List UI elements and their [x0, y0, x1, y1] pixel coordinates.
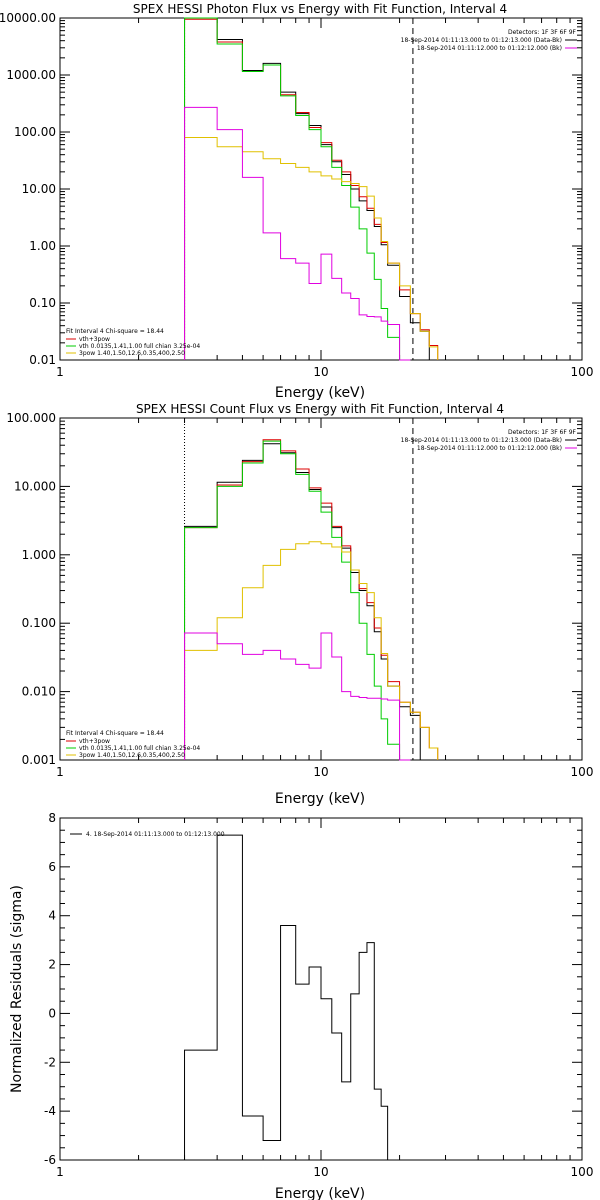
x-tick-label: 1 [56, 765, 64, 779]
y-tick-label: -2 [44, 1055, 56, 1069]
y-tick-label: 100.00 [14, 125, 56, 139]
legend-detectors: Detectors: 1F 3F 6F 9F [508, 29, 577, 36]
x-tick-labels: 1 10 100 [56, 1165, 593, 1179]
series-line-3pow [184, 541, 439, 760]
y-tick-label: 0.001 [22, 753, 56, 767]
x-tick-label: 100 [571, 1165, 594, 1179]
legend-bk: 18-Sep-2014 01:11:12.000 to 01:12:12.000… [417, 445, 562, 452]
legend-vth3pow: vth+3pow [79, 336, 110, 343]
y-tick-labels: 0.001 0.010 0.100 1.000 10.000 100.000 [6, 411, 56, 767]
y-tick-label: 8 [48, 811, 56, 825]
x-axis-label: Energy (keV) [275, 385, 365, 401]
series-line-vth [184, 440, 411, 761]
x-axis-label: Energy (keV) [275, 791, 365, 807]
x-axis-label: Energy (keV) [275, 1186, 365, 1200]
series-line-3pow [184, 137, 439, 360]
x-tick-labels: 1 10 100 [56, 365, 593, 379]
photon-flux-panel: SPEX HESSI Photon Flux vs Energy with Fi… [0, 2, 593, 401]
series-lines [184, 17, 439, 361]
legend-data-bk: 18-Sep-2014 01:11:13.000 to 01:12:13.000… [401, 437, 562, 444]
y-tick-label: 2 [48, 958, 56, 972]
y-axis-label: Normalized Residuals (sigma) [9, 885, 25, 1093]
y-tick-label: 1000.00 [6, 68, 56, 82]
plot-frame [59, 17, 583, 361]
legend-data-bk: 18-Sep-2014 01:11:13.000 to 01:12:13.000… [401, 37, 562, 44]
y-tick-label: 10.00 [22, 182, 56, 196]
x-tick-label: 100 [571, 765, 594, 779]
series-line-data-bk [184, 17, 430, 360]
y-tick-labels: 0.01 0.10 1.00 10.00 100.00 1000.00 10000.00 [0, 11, 56, 367]
series-line-data-bk [184, 443, 421, 760]
axis-ticks [59, 418, 582, 761]
count-flux-panel: SPEX HESSI Count Flux vs Energy with Fit… [6, 402, 593, 807]
legend-top: 4. 18-Sep-2014 01:11:13.000 to 01:12:13.… [70, 831, 225, 838]
legend-top: Detectors: 1F 3F 6F 9F 18-Sep-2014 01:11… [401, 429, 577, 452]
series-lines [184, 834, 400, 1161]
legend-top: Detectors: 1F 3F 6F 9F 18-Sep-2014 01:11… [401, 29, 577, 52]
y-tick-label: 0.100 [22, 616, 56, 630]
y-tick-label: 1.00 [29, 239, 56, 253]
reference-lines [184, 18, 414, 360]
axis-ticks [59, 817, 582, 1161]
axis-ticks [59, 18, 582, 361]
series-line-vth-3pow [184, 18, 439, 360]
y-tick-label: 6 [48, 860, 56, 874]
residuals-panel: -6 -4 -2 0 2 4 6 8 1 10 100 Energy (keV) Normaliz… [9, 811, 593, 1200]
series-line-vth [184, 17, 411, 361]
x-tick-label: 1 [56, 1165, 64, 1179]
y-tick-label: 100.000 [6, 411, 56, 425]
y-tick-label: 4 [48, 909, 56, 923]
legend-bottom: Fit Interval 4 Chi-square = 18.44 vth+3p… [66, 730, 200, 759]
y-tick-label: 10.000 [14, 479, 56, 493]
series-line-bk [184, 106, 411, 361]
panel-title: SPEX HESSI Photon Flux vs Energy with Fi… [133, 2, 507, 16]
y-tick-label: 0 [48, 1006, 56, 1020]
legend-3pow: 3pow 1.40,1.50,12.6,0.35,400,2.50 [79, 752, 185, 759]
legend-detectors: Detectors: 1F 3F 6F 9F [508, 429, 577, 436]
legend-bk: 18-Sep-2014 01:11:12.000 to 01:12:12.000… [417, 45, 562, 52]
legend-3pow: 3pow 1.40,1.50,12.6,0.35,400,2.50 [79, 350, 185, 357]
legend-fit-interval: Fit Interval 4 Chi-square = 18.44 [66, 730, 164, 737]
series-line-bk [184, 632, 411, 761]
y-tick-label: 0.01 [29, 353, 56, 367]
y-tick-label: 1.000 [22, 548, 56, 562]
series-line-series [184, 834, 400, 1161]
legend-fit-interval: Fit Interval 4 Chi-square = 18.44 [66, 328, 164, 335]
series-lines [184, 439, 439, 761]
y-tick-label: -4 [44, 1104, 56, 1118]
x-tick-label: 10 [313, 365, 328, 379]
x-tick-label: 100 [571, 365, 594, 379]
y-tick-label: 10000.00 [0, 11, 56, 25]
plot-frame [59, 417, 583, 761]
y-tick-label: 0.10 [29, 296, 56, 310]
x-tick-labels: 1 10 100 [56, 765, 593, 779]
legend-vth: vth 0.0135,1.41,1.00 full chian 3.25e-04 [79, 343, 200, 350]
legend-residual: 4. 18-Sep-2014 01:11:13.000 to 01:12:13.… [86, 831, 225, 838]
x-tick-label: 10 [313, 765, 328, 779]
y-tick-labels: -6 -4 -2 0 2 4 6 8 [44, 811, 56, 1167]
legend-vth3pow: vth+3pow [79, 738, 110, 745]
legend-bottom: Fit Interval 4 Chi-square = 18.44 vth+3p… [66, 328, 200, 357]
y-tick-label: 0.010 [22, 685, 56, 699]
legend-vth: vth 0.0135,1.41,1.00 full chian 3.25e-04 [79, 745, 200, 752]
y-tick-label: -6 [44, 1153, 56, 1167]
x-tick-label: 10 [313, 1165, 328, 1179]
x-tick-label: 1 [56, 365, 64, 379]
panel-title: SPEX HESSI Count Flux vs Energy with Fit… [136, 402, 504, 416]
